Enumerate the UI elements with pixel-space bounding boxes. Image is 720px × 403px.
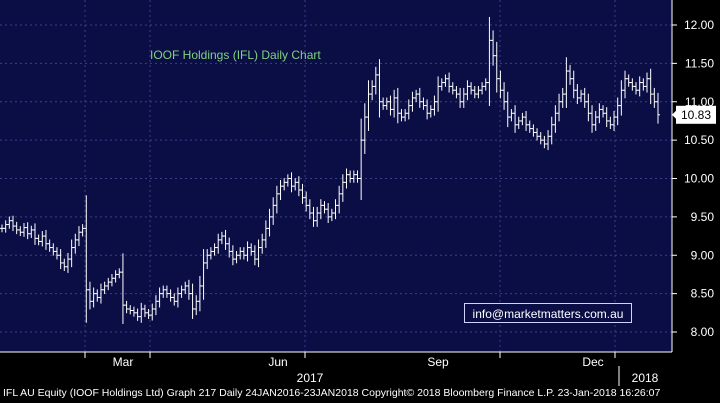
- y-tick-label: 10.50: [684, 133, 714, 147]
- x-year-label: 2017: [297, 371, 324, 385]
- x-month-label: Mar: [113, 355, 134, 369]
- chart-title: IOOF Holdings (IFL) Daily Chart: [150, 48, 321, 62]
- last-price-tag: 10.83: [672, 105, 716, 124]
- y-tick-label: 12.00: [684, 18, 714, 32]
- ohlc-bar: [656, 92, 660, 124]
- x-month-label: Jun: [268, 355, 287, 369]
- ohlc-bars: [0, 16, 660, 324]
- x-month-label: Dec: [582, 355, 603, 369]
- last-price-label: 10.83: [681, 108, 711, 122]
- y-tick-label: 9.00: [691, 248, 715, 262]
- email-watermark: info@marketmatters.com.au: [464, 303, 632, 323]
- y-tick-label: 8.50: [691, 287, 715, 301]
- y-tick-label: 8.00: [691, 325, 715, 339]
- last-price-pointer: [672, 109, 677, 120]
- y-tick-label: 9.50: [691, 210, 715, 224]
- y-axis: 8.00 8.50 9.00 9.50 10.00 10.50 11.00 11.50 12.0…: [671, 0, 715, 352]
- grid-layer: [0, 0, 672, 352]
- footer-caption: IFL AU Equity (IOOF Holdings Ltd) Graph …: [3, 387, 661, 399]
- y-tick-label: 10.00: [684, 172, 714, 186]
- x-axis: Mar Jun Sep Dec 2017 2018: [0, 351, 672, 386]
- x-month-label: Sep: [427, 355, 449, 369]
- y-tick-label: 11.00: [685, 95, 714, 109]
- x-year-label: 2018: [632, 371, 659, 385]
- y-tick-label: 11.50: [685, 56, 714, 70]
- last-price-box: [676, 105, 716, 124]
